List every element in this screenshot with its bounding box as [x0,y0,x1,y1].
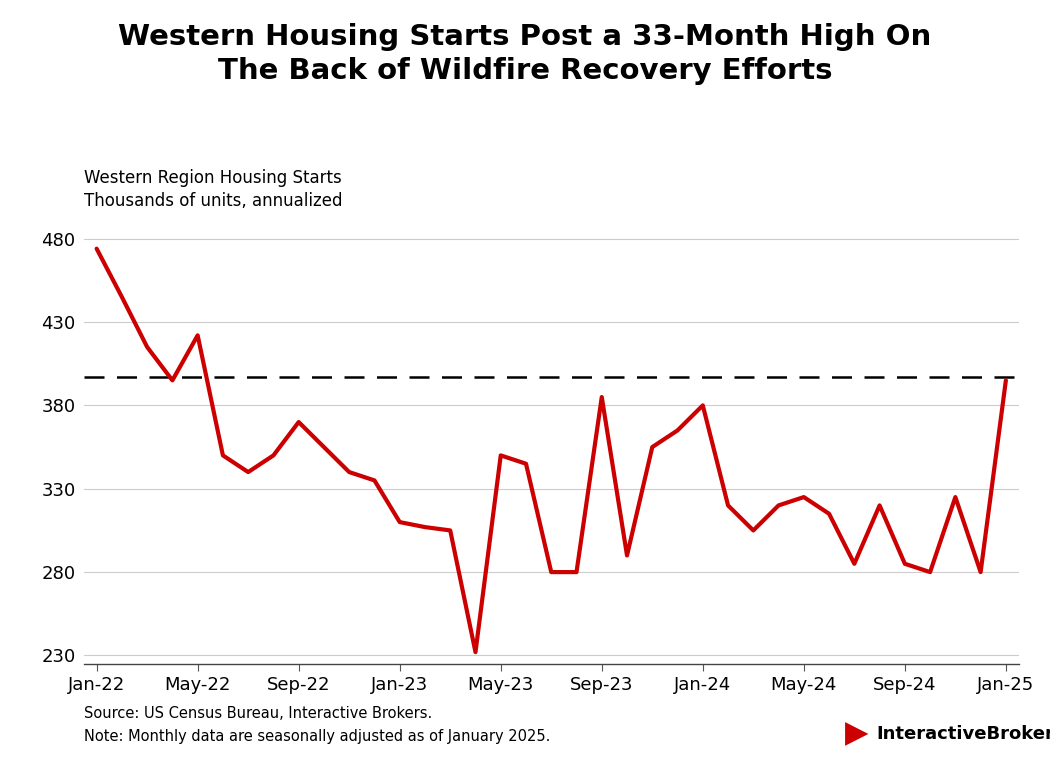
Text: Western Region Housing Starts: Western Region Housing Starts [84,169,341,187]
Text: ▶: ▶ [845,720,868,749]
Text: Western Housing Starts Post a 33-Month High On
The Back of Wildfire Recovery Eff: Western Housing Starts Post a 33-Month H… [119,23,931,85]
Text: Source: US Census Bureau, Interactive Brokers.: Source: US Census Bureau, Interactive Br… [84,706,433,721]
Text: Thousands of units, annualized: Thousands of units, annualized [84,192,342,210]
Text: InteractiveBrokers: InteractiveBrokers [877,725,1050,743]
Text: Note: Monthly data are seasonally adjusted as of January 2025.: Note: Monthly data are seasonally adjust… [84,729,550,744]
